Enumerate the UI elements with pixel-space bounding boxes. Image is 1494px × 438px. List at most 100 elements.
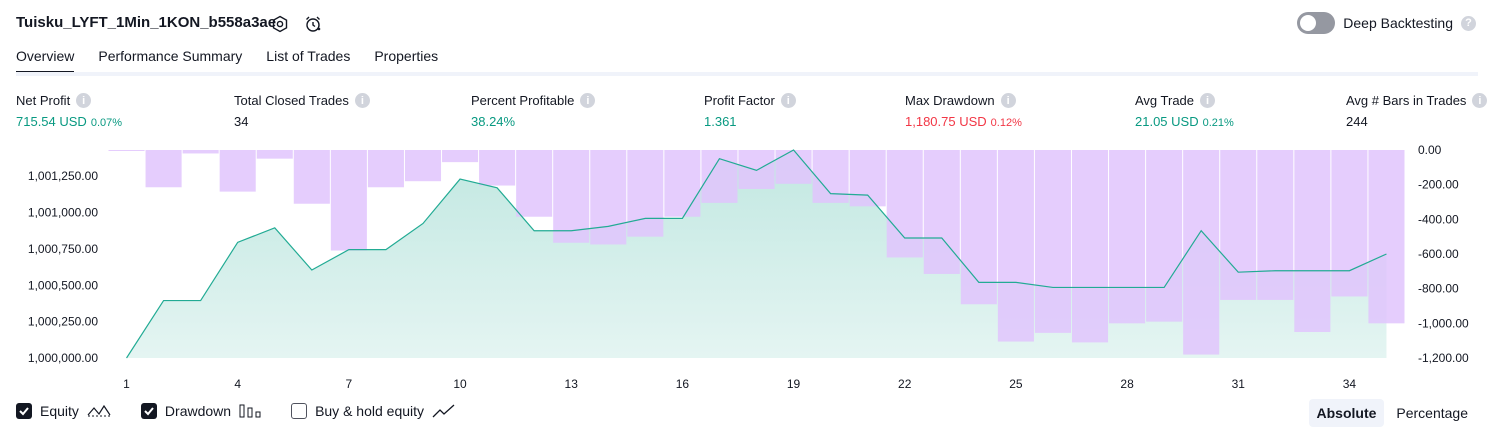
x-tick-label: 16 [676,377,690,391]
x-tick-label: 25 [1009,377,1023,391]
legend-buy-hold[interactable]: Buy & hold equity [291,403,456,419]
drawdown-bar [1294,150,1331,332]
percentage-button[interactable]: Percentage [1396,405,1468,421]
drawdown-bar [219,150,256,192]
y-left-tick-label: 1,001,000.00 [28,206,98,220]
drawdown-bar [738,150,775,189]
y-right-tick-label: -800.00 [1418,282,1459,296]
strategy-title: Tuisku_LYFT_1Min_1KON_b558a3ae [16,14,277,31]
metric-label: Max Drawdown [905,93,995,108]
metric-percent-profitable: Percent Profitable i 38.24% [471,93,596,129]
info-icon[interactable]: i [1200,93,1216,108]
info-icon[interactable]: i [1472,93,1488,108]
drawdown-bar [1034,150,1071,333]
info-icon[interactable]: i [1000,93,1016,108]
y-right-tick-label: -1,000.00 [1418,316,1469,330]
equity-line-icon [87,404,111,417]
metric-value: 21.05 USD [1135,114,1199,129]
x-tick-label: 13 [565,377,579,391]
drawdown-checkbox[interactable] [140,403,157,419]
drawdown-bar [367,150,404,188]
drawdown-bar [664,150,701,217]
metric-label: Percent Profitable [471,93,575,108]
equity-line [126,149,1387,359]
drawdown-bar [293,150,330,204]
metric-label: Avg Trade [1135,93,1195,108]
info-icon[interactable]: i [580,93,596,108]
y-right-tick-label: -600.00 [1418,247,1459,261]
y-left-tick-label: 1,000,750.00 [28,242,98,256]
info-icon[interactable]: i [76,93,92,108]
info-icon[interactable]: i [780,93,796,108]
y-right-tick-label: -400.00 [1418,212,1459,226]
x-tick-label: 7 [346,377,353,391]
legend-drawdown[interactable]: Drawdown [140,403,261,419]
drawdown-bar [442,150,479,163]
drawdown-bar [960,150,997,305]
drawdown-bar [145,150,182,188]
buy-hold-checkbox[interactable] [291,403,308,419]
x-tick-label: 22 [898,377,912,391]
drawdown-bar [886,150,923,258]
drawdown-bars-icon [239,404,261,418]
drawdown-bar [1146,150,1183,322]
drawdown-bar [1257,150,1294,300]
drawdown-bar [849,150,886,207]
y-right-tick-label: -200.00 [1418,178,1459,192]
metric-value: 715.54 USD [16,114,87,129]
tab-divider [16,72,1478,76]
drawdown-bar [1109,150,1146,324]
alarm-clock-icon[interactable] [303,14,323,34]
chart-legend: Equity Drawdown Buy & hold equity [16,403,476,419]
drawdown-bar [330,150,367,251]
metric-value: 1,180.75 USD [905,114,987,129]
drawdown-bar [404,150,442,182]
metric-value: 244 [1346,114,1368,129]
equity-checkbox[interactable] [16,403,32,419]
drawdown-bar [1220,150,1257,300]
metric-total-closed-trades: Total Closed Trades i 34 [234,93,370,129]
drawdown-bar [701,150,738,203]
buy-hold-line-icon [432,404,455,418]
metric-avg-bars-in-trades: Avg # Bars in Trades i 244 [1346,93,1488,129]
drawdown-bar [997,150,1034,342]
info-icon[interactable]: i [354,93,370,108]
drawdown-bar [108,150,145,151]
metric-profit-factor: Profit Factor i 1.361 [704,93,796,129]
metric-value: 1.361 [704,114,737,129]
drawdown-bar [923,150,960,274]
value-mode-switch: Absolute Percentage [1308,399,1477,427]
metric-avg-trade: Avg Trade i 21.05 USD 0.21% [1135,93,1234,129]
metric-max-drawdown: Max Drawdown i 1,180.75 USD 0.12% [905,93,1022,129]
metric-label: Total Closed Trades [234,93,349,108]
legend-equity[interactable]: Equity [16,403,111,419]
deep-backtesting-toggle[interactable] [1297,12,1336,34]
absolute-button[interactable]: Absolute [1308,399,1385,427]
x-tick-label: 4 [234,377,241,391]
y-right-tick-label: -1,200.00 [1418,351,1469,365]
drawdown-bar [516,150,553,217]
y-right-tick-label: 0.00 [1418,143,1442,157]
x-tick-label: 19 [787,377,801,391]
tab-properties[interactable]: Properties [374,48,439,64]
deep-backtesting-label: Deep Backtesting [1343,15,1453,31]
x-tick-label: 1 [123,377,130,391]
tab-bar: Overview Performance Summary List of Tra… [16,48,438,74]
tab-overview[interactable]: Overview [16,48,75,74]
settings-icon[interactable] [270,14,290,34]
legend-buy-hold-label: Buy & hold equity [315,403,425,419]
drawdown-bar [1183,150,1220,355]
metric-value: 34 [234,114,249,129]
x-tick-label: 28 [1120,377,1134,391]
drawdown-bar [1071,150,1109,343]
tab-performance-summary[interactable]: Performance Summary [98,48,243,64]
equity-drawdown-chart: 1,000,000.00 1,000,250.00 1,000,500.00 1,00… [28,143,1469,391]
help-icon[interactable]: ? [1461,15,1476,31]
drawdown-bar [256,150,293,159]
metric-sub: 0.07% [90,117,123,129]
drawdown-bar [627,150,664,237]
tab-list-of-trades[interactable]: List of Trades [266,48,351,64]
legend-drawdown-label: Drawdown [164,403,232,419]
drawdown-bar [553,150,590,243]
metric-sub: 0.21% [1202,117,1234,129]
